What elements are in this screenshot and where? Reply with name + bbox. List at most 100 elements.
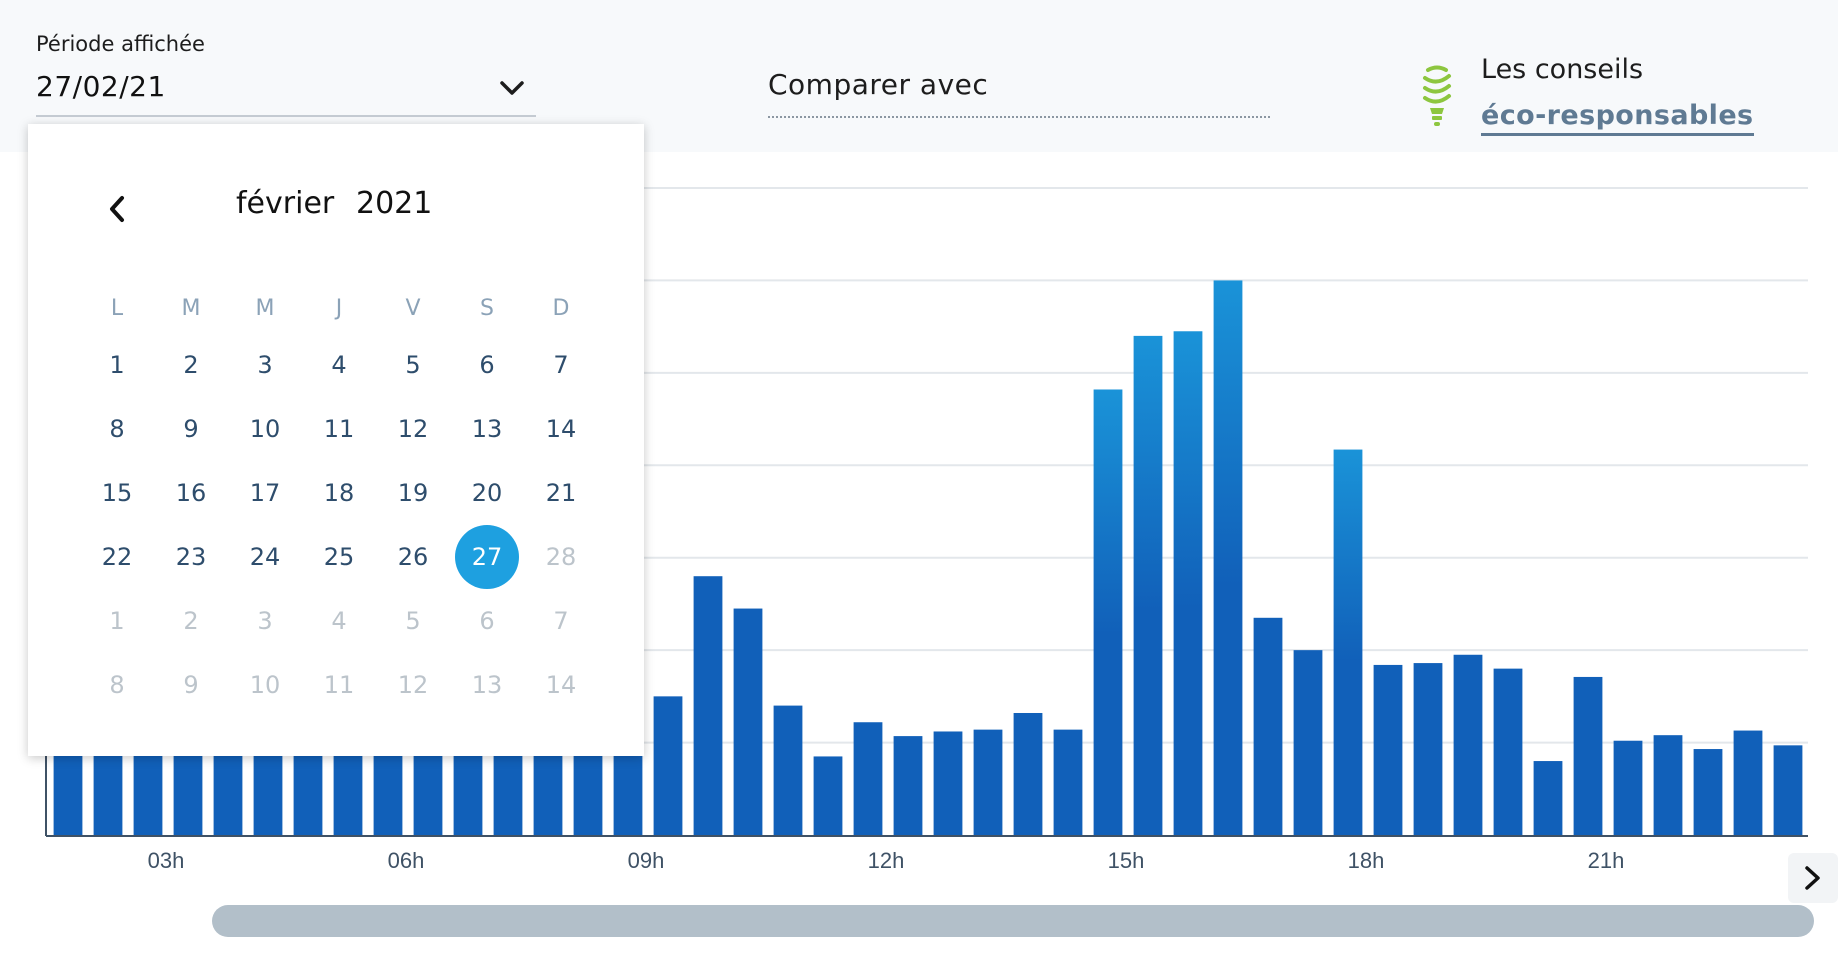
chart-bar[interactable] [453,742,483,835]
calendar-day[interactable]: 13 [471,671,503,699]
calendar-day[interactable]: 2 [183,351,199,379]
calendar-day[interactable]: 14 [545,671,577,699]
chart-bar[interactable] [853,722,883,835]
chart-bar[interactable] [653,696,683,835]
chart-bar[interactable] [1213,280,1243,835]
calendar-day[interactable]: 3 [257,607,273,635]
chart-bar[interactable] [533,742,563,835]
chart-bar[interactable] [1173,331,1203,835]
calendar-day[interactable]: 26 [397,543,429,571]
chart-bar[interactable] [813,756,843,835]
calendar-day[interactable]: 1 [109,607,125,635]
chart-bar[interactable] [1693,749,1723,835]
chart-bar[interactable] [693,576,723,835]
chart-bar[interactable] [933,731,963,835]
calendar-day[interactable]: 8 [109,671,125,699]
chart-bar[interactable] [133,742,163,835]
chart-bar[interactable] [1493,668,1523,835]
calendar-day[interactable]: 25 [323,543,355,571]
chart-bar[interactable] [1573,676,1603,835]
chart-bar[interactable] [1653,735,1683,835]
calendar-day[interactable]: 24 [249,543,281,571]
chart-bar[interactable] [733,608,763,835]
chart-bar[interactable] [1253,617,1283,835]
chart-bar[interactable] [1733,730,1763,835]
calendar-day[interactable]: 7 [553,351,569,379]
calendar-day[interactable]: 7 [553,607,569,635]
calendar-day[interactable]: 9 [183,671,199,699]
chart-bar[interactable] [613,742,643,835]
calendar-day[interactable]: 3 [257,351,273,379]
lightbulb-icon [1423,65,1451,126]
chart-bar[interactable] [293,742,323,835]
eco-tips-link[interactable]: éco-responsables [1481,100,1754,136]
chart-bar[interactable] [773,705,803,835]
chart-bar[interactable] [1293,650,1323,835]
calendar-day[interactable]: 22 [101,543,133,571]
calendar-day[interactable]: 17 [249,479,281,507]
calendar-day[interactable]: 15 [101,479,133,507]
compare-select[interactable]: Comparer avec [768,68,989,101]
chart-bar[interactable] [893,736,923,835]
calendar-day[interactable]: 23 [175,543,207,571]
chart-bar[interactable] [1773,745,1803,835]
period-date-field[interactable]: 27/02/21 [36,70,166,103]
calendar-day[interactable]: 10 [249,671,281,699]
calendar-day[interactable]: 20 [471,479,503,507]
chart-bar[interactable] [253,742,283,835]
calendar-day[interactable]: 21 [545,479,577,507]
calendar-day[interactable]: 6 [479,351,495,379]
chart-bar[interactable] [213,742,243,835]
calendar-day[interactable]: 1 [109,351,125,379]
chart-bar[interactable] [373,742,403,835]
weekday-header: L [110,296,124,321]
calendar-day[interactable]: 6 [479,607,495,635]
calendar-day[interactable]: 4 [331,607,347,635]
calendar-day[interactable]: 13 [471,415,503,443]
chart-next-button[interactable] [1788,853,1838,903]
calendar-day[interactable]: 5 [405,351,421,379]
chart-bar[interactable] [573,742,603,835]
calendar-day[interactable]: 19 [397,479,429,507]
calendar-day-selected[interactable]: 27 [450,525,524,589]
calendar-day[interactable]: 12 [397,671,429,699]
calendar-day[interactable]: 11 [323,415,355,443]
calendar-day[interactable]: 2 [183,607,199,635]
chart-bar[interactable] [1413,663,1443,835]
chart-bar[interactable] [93,742,123,835]
chart-bar[interactable] [333,742,363,835]
calendar-month[interactable]: février [236,186,335,221]
chevron-down-icon[interactable] [498,78,526,98]
chart-bar[interactable] [53,742,83,835]
chart-bar[interactable] [1013,712,1043,835]
chart-bar[interactable] [1093,389,1123,835]
calendar-day[interactable]: 18 [323,479,355,507]
chart-bar[interactable] [1453,654,1483,835]
calendar-day[interactable]: 12 [397,415,429,443]
chart-scrollbar-thumb[interactable] [212,905,1814,937]
calendar-day[interactable]: 5 [405,607,421,635]
chart-bar[interactable] [173,742,203,835]
calendar-day[interactable]: 14 [545,415,577,443]
calendar-day[interactable]: 4 [331,351,347,379]
chart-bar[interactable] [1333,449,1363,835]
calendar-day[interactable]: 8 [109,415,125,443]
chart-bars [53,280,1803,835]
chart-bar[interactable] [1053,729,1083,835]
chart-bar[interactable] [1533,761,1563,835]
calendar-day[interactable]: 28 [545,543,577,571]
calendar-year[interactable]: 2021 [356,186,433,221]
previous-month-icon[interactable] [100,192,134,226]
chart-bar[interactable] [973,729,1003,835]
x-tick-label: 09h [628,848,665,872]
chart-bar[interactable] [1133,335,1163,835]
eco-tips-title: Les conseils [1481,54,1644,85]
calendar-day[interactable]: 9 [183,415,199,443]
chart-bar[interactable] [1373,664,1403,835]
calendar-day[interactable]: 11 [323,671,355,699]
calendar-day[interactable]: 10 [249,415,281,443]
calendar-day[interactable]: 16 [175,479,207,507]
chart-bar[interactable] [493,742,523,835]
chart-bar[interactable] [413,742,443,835]
chart-bar[interactable] [1613,740,1643,835]
